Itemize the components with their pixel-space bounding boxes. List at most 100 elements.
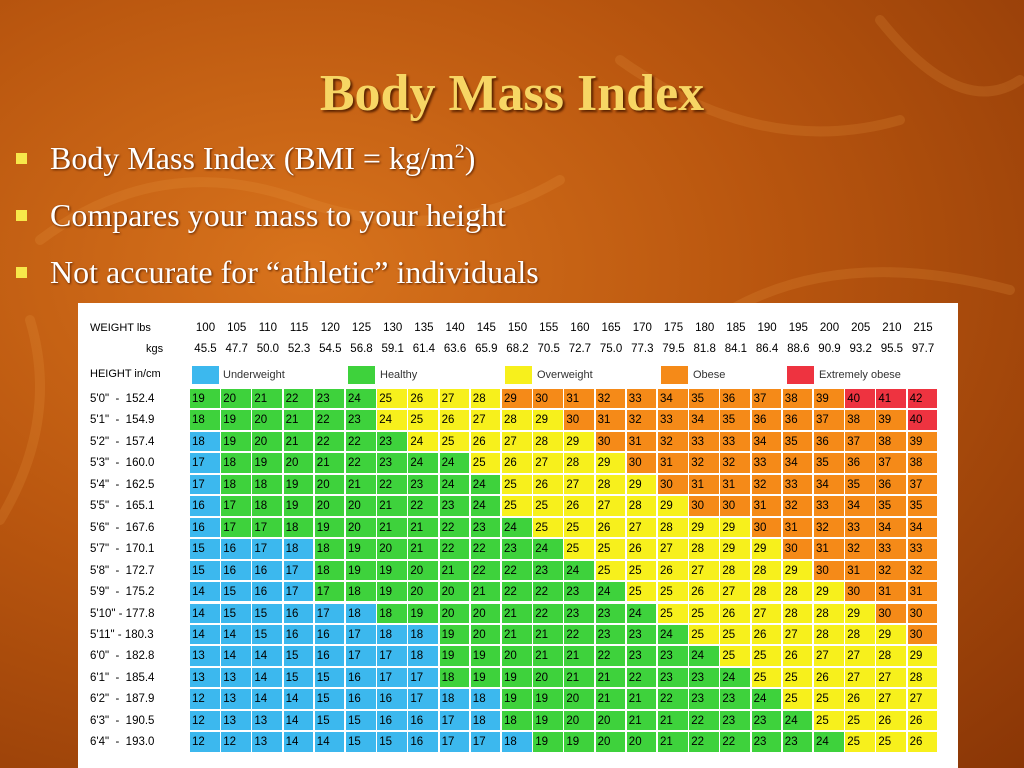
bmi-cell: 19 bbox=[502, 667, 532, 688]
bmi-cell: 19 bbox=[470, 646, 501, 666]
bmi-cell: 14 bbox=[314, 732, 345, 752]
bmi-cell: 28 bbox=[751, 582, 782, 602]
bmi-cell: 20 bbox=[221, 389, 251, 409]
bmi-cell: 36 bbox=[720, 389, 750, 409]
bmi-cell: 16 bbox=[408, 710, 438, 731]
height-row-label: 5'10" - 177.8 bbox=[90, 607, 155, 620]
bmi-cell: 19 bbox=[314, 517, 345, 538]
bmi-cell: 13 bbox=[252, 710, 282, 731]
bmi-cell: 22 bbox=[408, 496, 438, 516]
legend-swatch-obese bbox=[661, 366, 688, 384]
bmi-cell: 20 bbox=[564, 710, 594, 731]
bmi-cell: 26 bbox=[876, 710, 906, 731]
weight-kgs-header: 54.5 bbox=[319, 343, 342, 355]
bmi-cell: 33 bbox=[751, 453, 782, 473]
bmi-cell: 27 bbox=[533, 453, 563, 473]
bmi-cell: 26 bbox=[595, 517, 626, 538]
bmi-cell: 27 bbox=[845, 667, 875, 688]
bmi-cell: 17 bbox=[252, 517, 282, 538]
bmi-cell: 21 bbox=[626, 689, 657, 709]
bmi-cell: 37 bbox=[876, 453, 906, 473]
height-label: HEIGHT in/cm bbox=[90, 368, 161, 380]
bmi-cell: 30 bbox=[907, 624, 938, 645]
bmi-cell: 28 bbox=[720, 560, 750, 580]
weight-lbs-header: 130 bbox=[383, 322, 403, 334]
height-row-label: 5'0" - 152.4 bbox=[90, 393, 155, 405]
weight-lbs-header: 215 bbox=[913, 322, 933, 334]
weight-lbs-header: 105 bbox=[227, 322, 247, 334]
bmi-cell: 29 bbox=[814, 582, 844, 602]
bmi-cell: 33 bbox=[626, 389, 657, 409]
bmi-cell: 31 bbox=[564, 389, 594, 409]
bmi-cell: 26 bbox=[564, 496, 594, 516]
bmi-cell: 27 bbox=[907, 689, 938, 709]
bmi-cell: 19 bbox=[346, 560, 376, 580]
superscript: 2 bbox=[454, 140, 465, 163]
bmi-cell: 26 bbox=[502, 453, 532, 473]
bmi-cell: 20 bbox=[564, 689, 594, 709]
weight-lbs-header: 115 bbox=[289, 322, 309, 334]
bmi-cell: 25 bbox=[564, 539, 594, 559]
legend-label-over: Overweight bbox=[537, 369, 593, 381]
bmi-cell: 21 bbox=[470, 582, 501, 602]
weight-kgs-header: 59.1 bbox=[381, 343, 404, 355]
bmi-cell: 25 bbox=[626, 560, 657, 580]
bmi-cell: 18 bbox=[439, 689, 470, 709]
weight-kgs-header: 95.5 bbox=[880, 343, 904, 355]
bmi-cell: 30 bbox=[689, 496, 719, 516]
bmi-cell: 34 bbox=[658, 389, 688, 409]
bmi-cell: 24 bbox=[408, 453, 438, 473]
bmi-cell: 14 bbox=[190, 582, 220, 602]
bmi-cell: 24 bbox=[814, 732, 844, 752]
bmi-cell: 17 bbox=[283, 582, 314, 602]
bmi-cell: 19 bbox=[377, 560, 407, 580]
bmi-cell: 32 bbox=[876, 560, 906, 580]
bmi-cell: 24 bbox=[502, 517, 532, 538]
bmi-cell: 21 bbox=[626, 710, 657, 731]
bmi-cell: 18 bbox=[377, 603, 407, 623]
bmi-cell: 25 bbox=[626, 582, 657, 602]
bmi-cell: 36 bbox=[751, 410, 782, 430]
legend-swatch-under bbox=[192, 366, 219, 384]
bmi-cell: 30 bbox=[876, 603, 906, 623]
bmi-cell: 22 bbox=[658, 689, 688, 709]
bmi-cell: 24 bbox=[377, 410, 407, 430]
bmi-cell: 24 bbox=[439, 453, 470, 473]
bmi-cell: 14 bbox=[283, 689, 314, 709]
bmi-cell: 17 bbox=[314, 603, 345, 623]
bmi-cell: 21 bbox=[658, 710, 688, 731]
weight-kgs-header: 65.9 bbox=[475, 343, 498, 355]
bmi-cell: 16 bbox=[377, 710, 407, 731]
legend-swatch-over bbox=[505, 366, 532, 384]
bmi-cell: 19 bbox=[502, 689, 532, 709]
bmi-cell: 26 bbox=[845, 689, 875, 709]
height-row-label: 5'6" - 167.6 bbox=[90, 521, 155, 534]
bmi-cell: 19 bbox=[470, 667, 501, 688]
bmi-cell: 16 bbox=[314, 646, 345, 666]
bmi-cell: 33 bbox=[876, 539, 906, 559]
bmi-cell: 17 bbox=[439, 732, 470, 752]
bmi-cell: 31 bbox=[658, 453, 688, 473]
bmi-cell: 40 bbox=[907, 410, 938, 430]
bmi-cell: 27 bbox=[720, 582, 750, 602]
bmi-cell: 31 bbox=[595, 410, 626, 430]
bmi-cell: 32 bbox=[658, 431, 688, 452]
legend-label-obese: Obese bbox=[693, 369, 726, 381]
bmi-cell: 16 bbox=[377, 689, 407, 709]
weight-lbs-header: 170 bbox=[632, 322, 652, 334]
bmi-cell: 30 bbox=[814, 560, 844, 580]
bmi-cell: 31 bbox=[720, 474, 750, 495]
bmi-cell: 26 bbox=[470, 431, 501, 452]
bmi-cell: 20 bbox=[314, 496, 345, 516]
bmi-cell: 17 bbox=[377, 667, 407, 688]
bmi-cell: 25 bbox=[751, 646, 782, 666]
bmi-cell: 21 bbox=[595, 689, 626, 709]
bmi-cell: 23 bbox=[533, 560, 563, 580]
bmi-cell: 21 bbox=[283, 431, 314, 452]
bmi-cell: 23 bbox=[751, 710, 782, 731]
bmi-cell: 24 bbox=[346, 389, 376, 409]
bmi-cell: 26 bbox=[658, 560, 688, 580]
bmi-cell: 23 bbox=[564, 582, 594, 602]
bmi-cell: 27 bbox=[658, 539, 688, 559]
bmi-cell: 34 bbox=[907, 517, 938, 538]
